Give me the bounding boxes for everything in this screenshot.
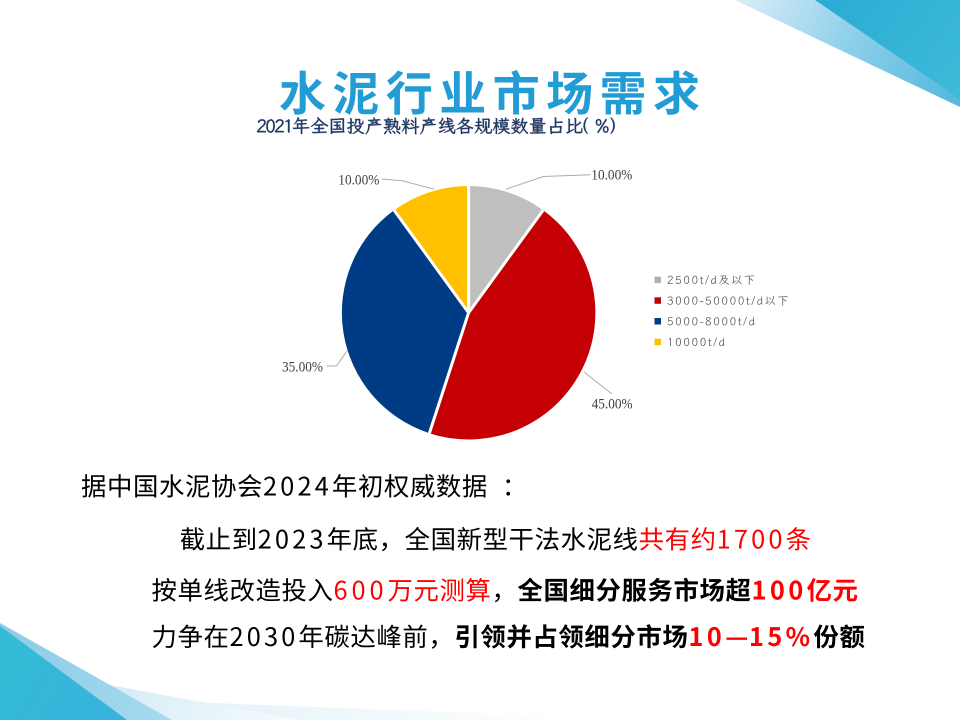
- svg-text:10.00%: 10.00%: [338, 172, 379, 188]
- svg-text:35.00%: 35.00%: [282, 359, 323, 375]
- svg-text:45.00%: 45.00%: [592, 396, 633, 412]
- svg-text:10.00%: 10.00%: [591, 168, 632, 184]
